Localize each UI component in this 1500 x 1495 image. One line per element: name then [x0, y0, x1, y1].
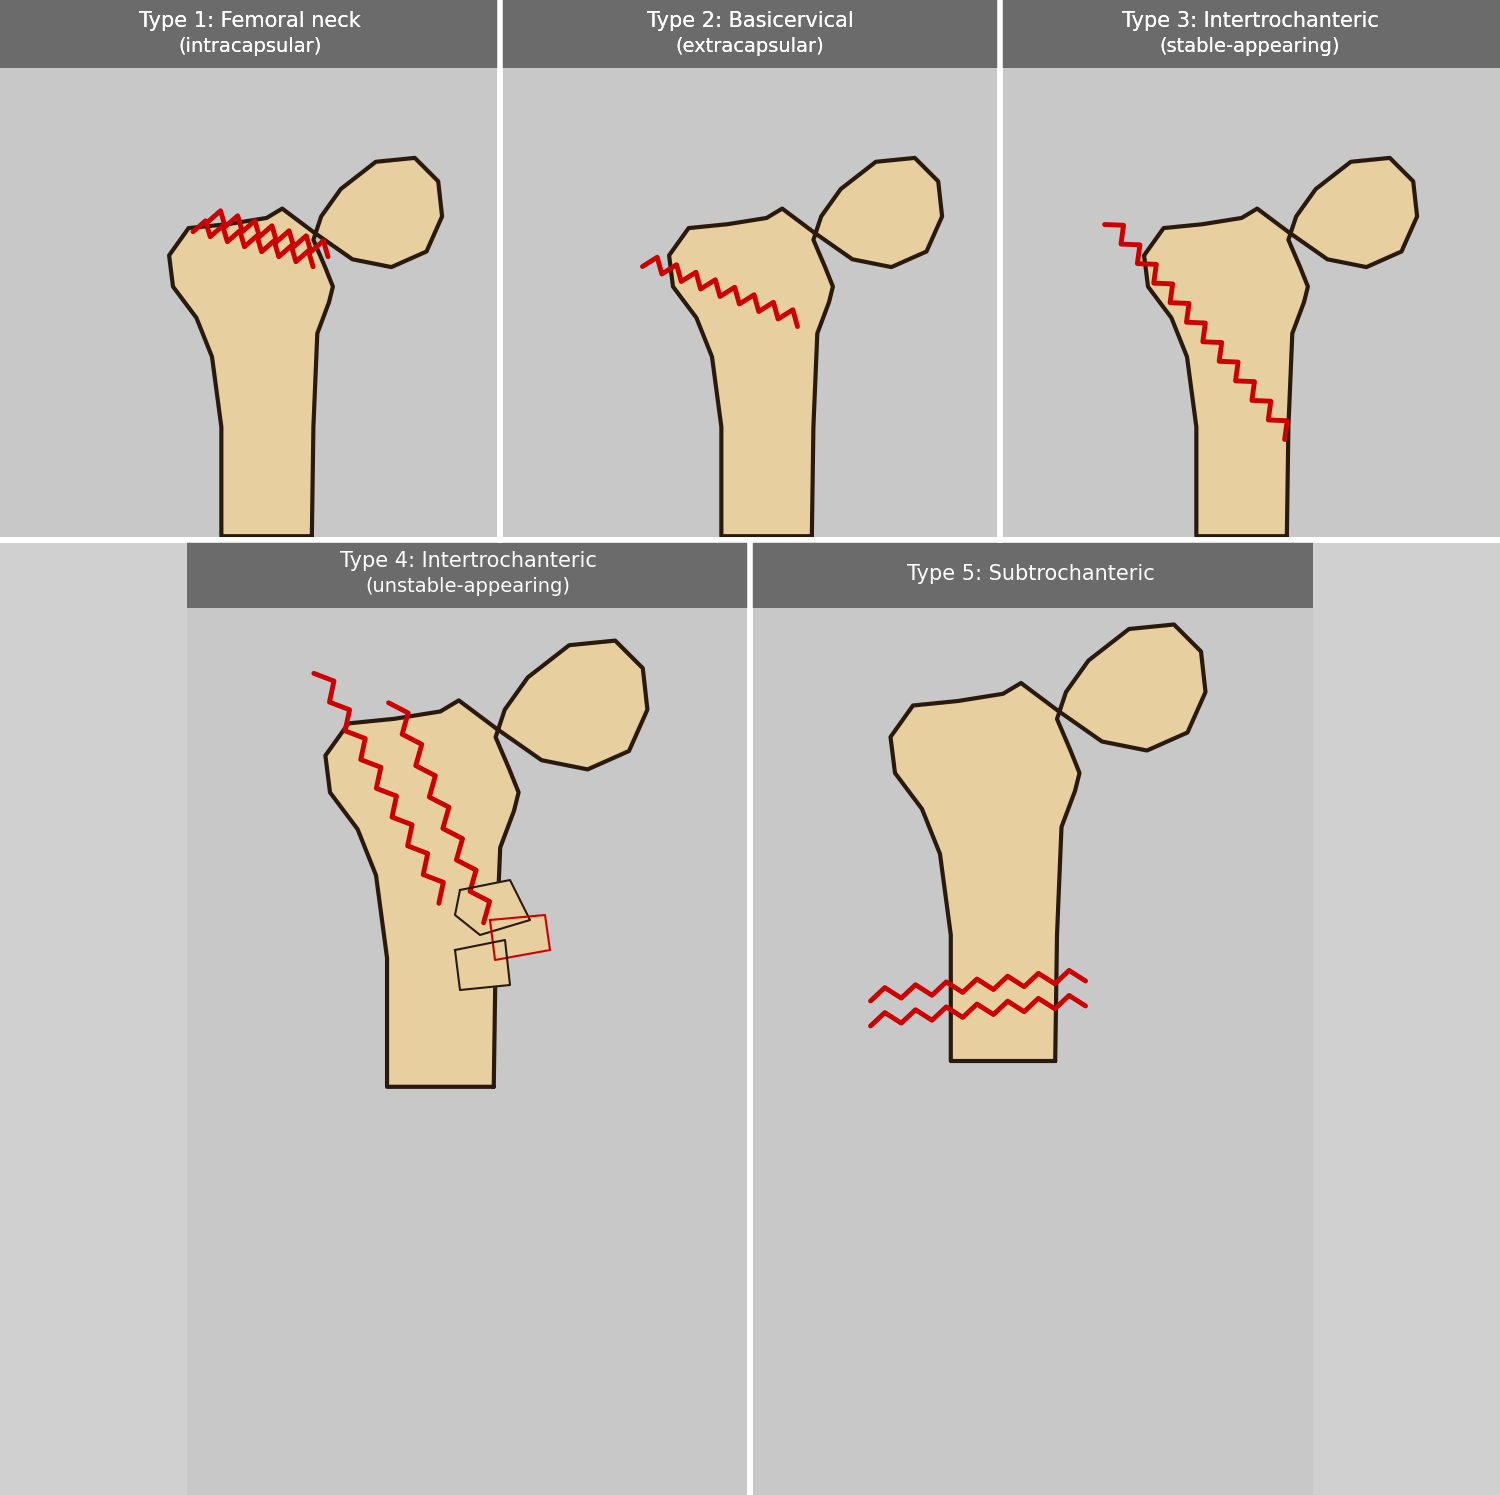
Text: Type 5: Subtrochanteric: Type 5: Subtrochanteric	[908, 564, 1155, 585]
Bar	[1000, 0, 1500, 67]
Bar	[500, 0, 1000, 540]
Text: (extracapsular): (extracapsular)	[675, 39, 825, 57]
Text: (extracapsular): (extracapsular)	[675, 37, 825, 57]
Text: Type 4: Intertrochanteric: Type 4: Intertrochanteric	[339, 552, 597, 571]
Text: (stable-appearing): (stable-appearing)	[1160, 39, 1341, 57]
Polygon shape	[669, 158, 942, 537]
Bar	[1000, 0, 1500, 540]
Text: Intertrochanteric: Intertrochanteric	[500, 550, 681, 570]
Polygon shape	[1144, 158, 1418, 537]
Polygon shape	[170, 158, 442, 537]
Text: Type 3:: Type 3:	[1208, 10, 1293, 30]
Bar	[0, 0, 500, 67]
Bar	[500, 0, 1000, 67]
Text: (stable-appearing): (stable-appearing)	[1160, 37, 1341, 57]
Bar	[750, 540, 1312, 1495]
Text: (intracapsular): (intracapsular)	[178, 37, 321, 57]
Polygon shape	[326, 640, 648, 1087]
Text: (intracapsular): (intracapsular)	[178, 39, 321, 57]
Bar	[188, 540, 750, 1495]
Bar	[0, 0, 500, 540]
Text: (stable-appearing): (stable-appearing)	[1160, 37, 1341, 57]
Text: Type 2: Basicervical: Type 2: Basicervical	[646, 10, 854, 31]
Text: Type 3: Intertrochanteric: Type 3: Intertrochanteric	[1122, 10, 1378, 31]
Bar	[188, 540, 750, 608]
Polygon shape	[490, 915, 550, 960]
Polygon shape	[454, 940, 510, 990]
Text: Femoral neck: Femoral neck	[282, 10, 429, 30]
Text: Type 1: Femoral neck: Type 1: Femoral neck	[140, 10, 362, 31]
Text: Type 1:: Type 1:	[207, 10, 292, 30]
Polygon shape	[454, 881, 530, 934]
Text: Intertrochanteric: Intertrochanteric	[1281, 10, 1464, 30]
Bar	[500, 0, 1000, 67]
Text: Type 5:: Type 5:	[988, 564, 1074, 585]
Text: (extracapsular): (extracapsular)	[675, 37, 825, 57]
Bar	[1000, 0, 1500, 67]
Text: Type 4:: Type 4:	[426, 550, 510, 570]
Bar	[188, 540, 750, 608]
Bar	[750, 540, 1312, 608]
Text: Subtrochanteric: Subtrochanteric	[1062, 564, 1236, 585]
Polygon shape	[891, 625, 1206, 1061]
Text: Basicervical: Basicervical	[782, 10, 914, 30]
Text: (unstable-appearing): (unstable-appearing)	[366, 577, 570, 597]
Bar	[750, 540, 1312, 608]
Bar	[0, 0, 500, 67]
Text: (unstable-appearing): (unstable-appearing)	[366, 579, 570, 598]
Text: Type 2:: Type 2:	[708, 10, 792, 30]
Text: Type 1: Femoral neck: Type 1: Femoral neck	[140, 10, 362, 31]
Text: Type 2: Basicervical: Type 2: Basicervical	[646, 10, 854, 31]
Text: Type 3: Intertrochanteric: Type 3: Intertrochanteric	[1122, 10, 1378, 31]
Text: (intracapsular): (intracapsular)	[178, 37, 321, 57]
